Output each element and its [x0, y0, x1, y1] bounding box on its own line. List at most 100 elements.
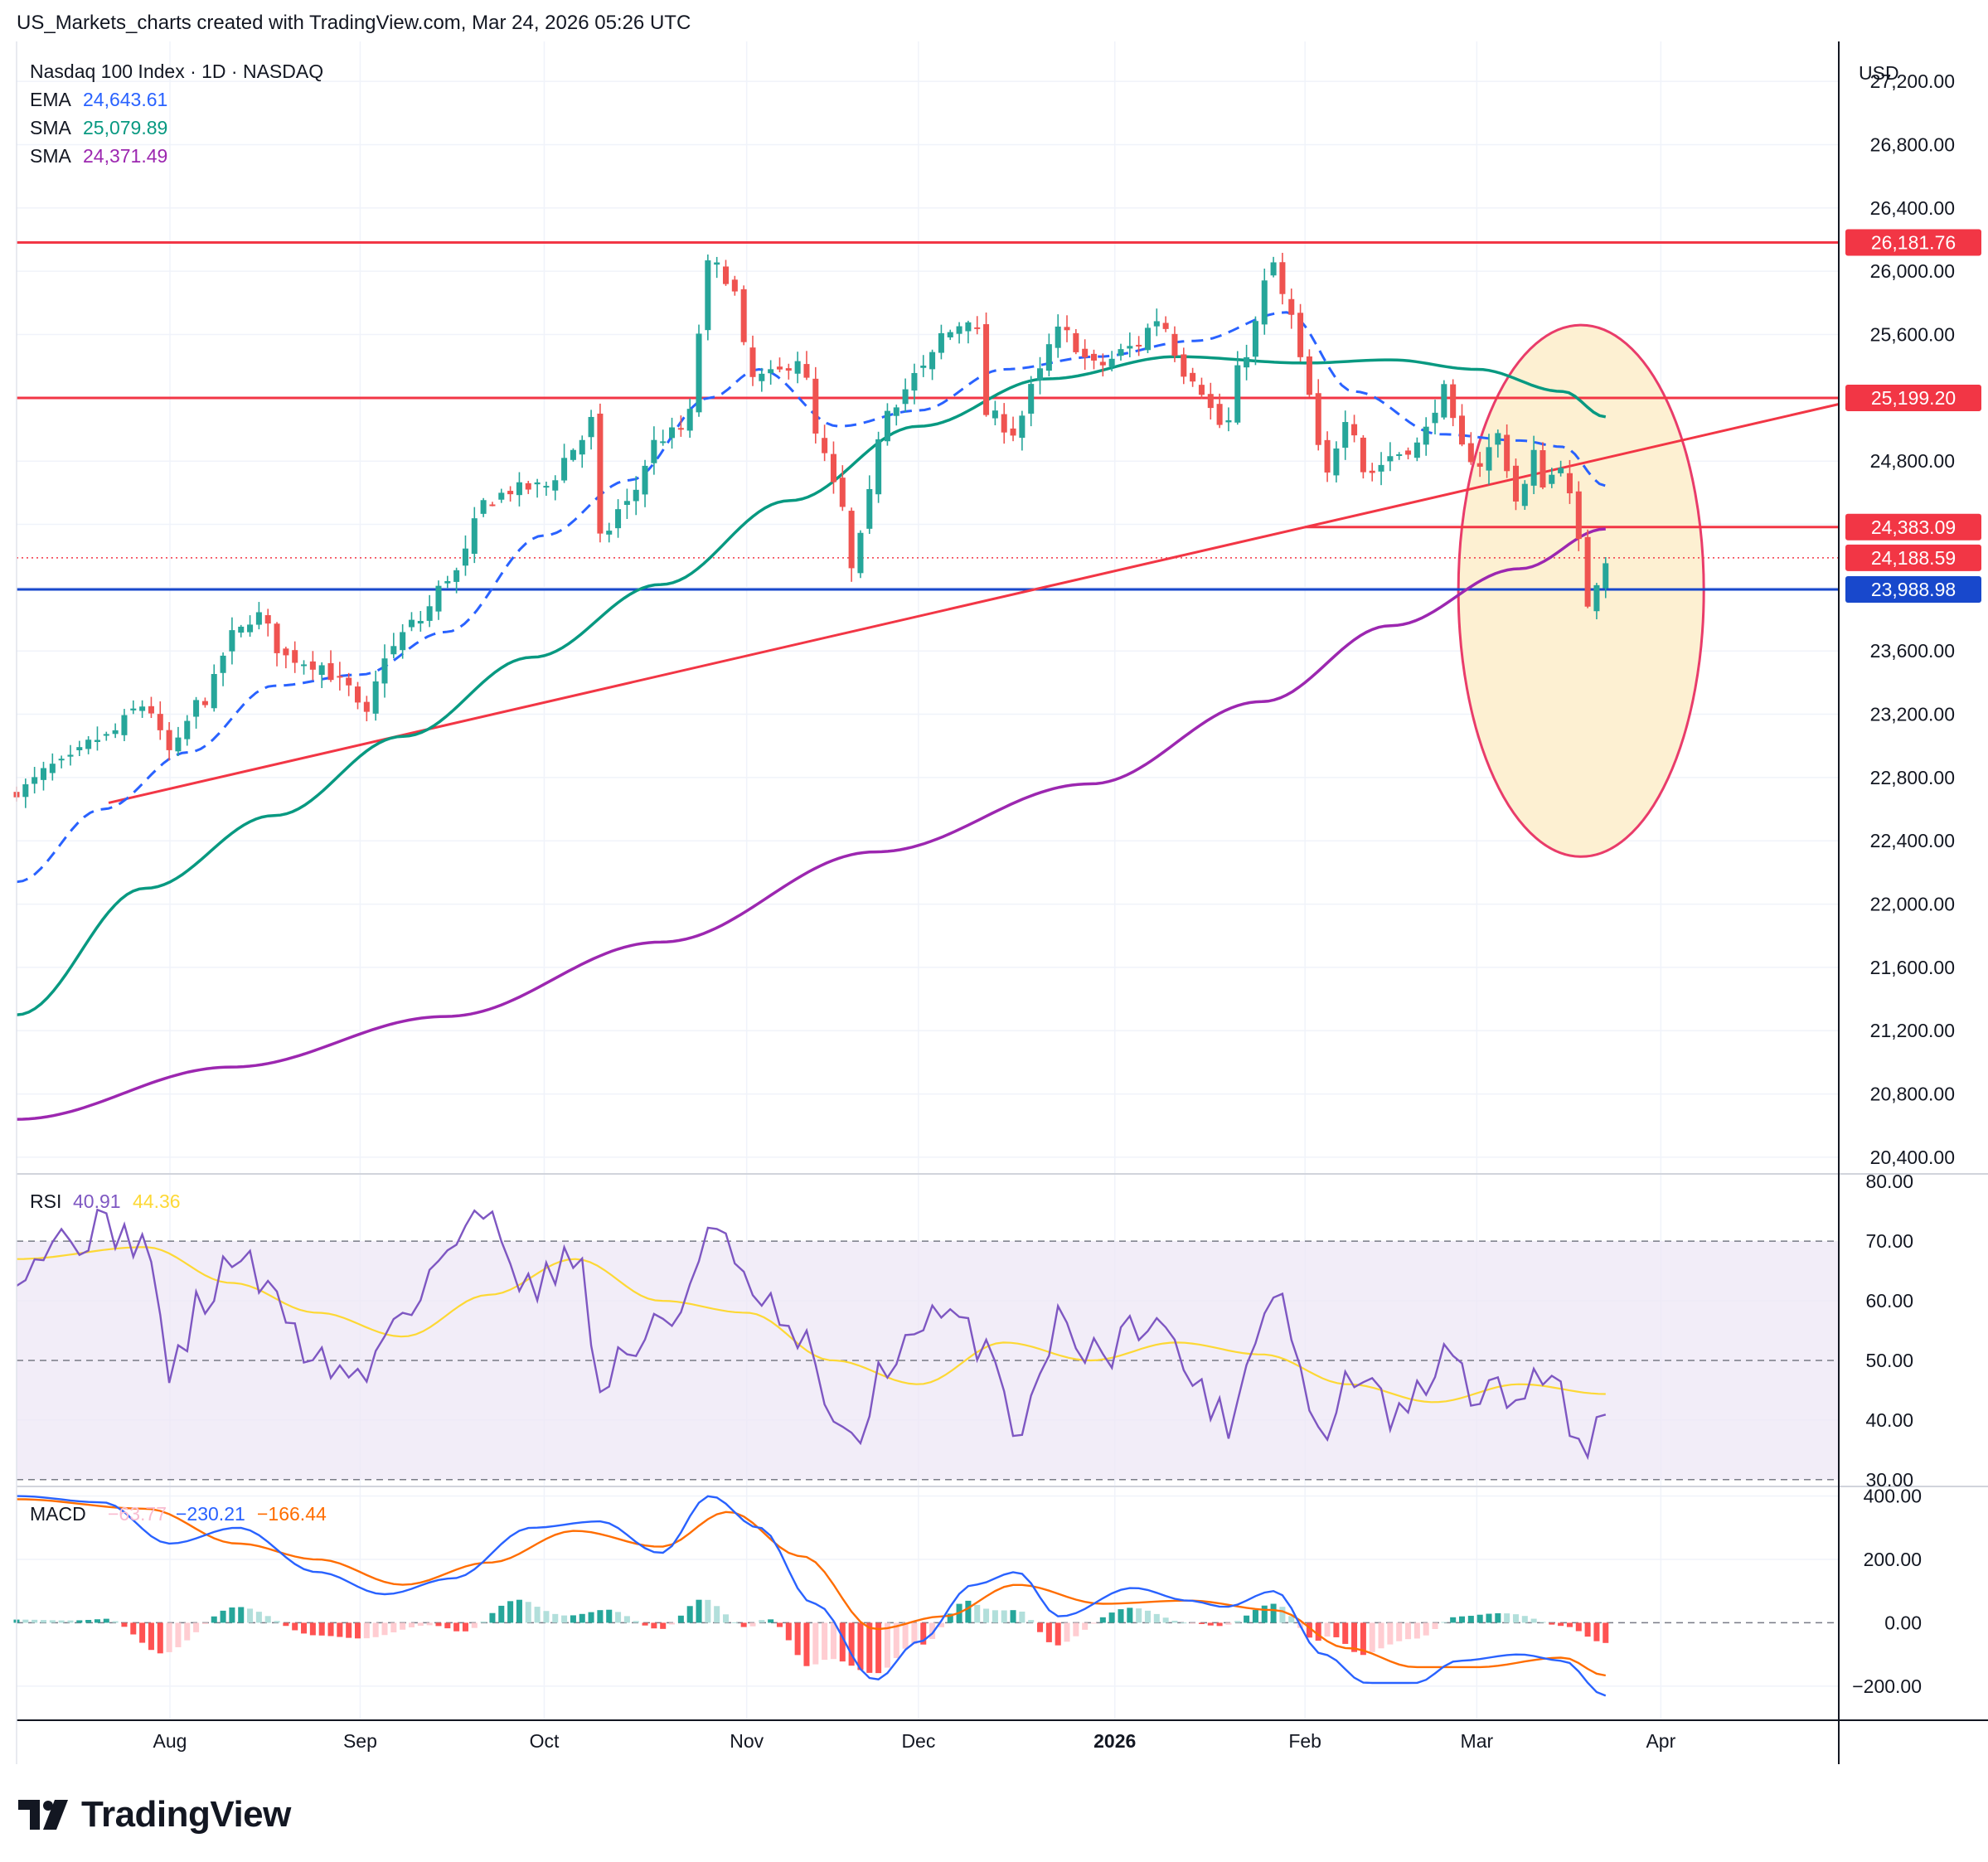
macd-histogram-bar[interactable] [1127, 1607, 1133, 1623]
candle[interactable] [274, 622, 280, 667]
candle[interactable] [1108, 351, 1115, 371]
macd-histogram-bar[interactable] [247, 1608, 254, 1623]
macd-histogram-bar[interactable] [58, 1620, 65, 1623]
macd-histogram-bar[interactable] [184, 1622, 191, 1641]
macd-histogram-bar[interactable] [1045, 1622, 1052, 1642]
candle[interactable] [1467, 432, 1474, 465]
candle[interactable] [794, 352, 801, 384]
macd-histogram-bar[interactable] [938, 1622, 944, 1627]
candle[interactable] [346, 672, 352, 696]
macd-pane[interactable] [13, 1495, 1839, 1697]
macd-histogram-bar[interactable] [301, 1622, 308, 1634]
candle[interactable] [211, 664, 217, 712]
macd-histogram-bar[interactable] [1090, 1622, 1098, 1624]
rsi-ma-line[interactable] [16, 1246, 1606, 1404]
candle[interactable] [1207, 382, 1214, 419]
macd-histogram-bar[interactable] [220, 1610, 226, 1623]
candle[interactable] [1279, 252, 1286, 305]
candle[interactable] [983, 312, 990, 417]
macd-histogram-bar[interactable] [1584, 1622, 1591, 1637]
candle[interactable] [686, 398, 693, 438]
macd-histogram-bar[interactable] [76, 1620, 83, 1623]
candle[interactable] [669, 417, 676, 449]
candle[interactable] [597, 403, 604, 543]
candle[interactable] [1216, 393, 1223, 429]
macd-histogram-bar[interactable] [615, 1612, 622, 1623]
candle[interactable] [112, 723, 119, 739]
candle[interactable] [1064, 315, 1070, 342]
candle[interactable] [1099, 353, 1106, 377]
macd-histogram-bar[interactable] [1342, 1622, 1349, 1644]
macd-histogram-bar[interactable] [866, 1622, 873, 1673]
macd-histogram-bar[interactable] [776, 1622, 783, 1627]
candle[interactable] [32, 767, 38, 794]
candle[interactable] [570, 448, 576, 462]
macd-histogram-bar[interactable] [507, 1601, 514, 1623]
candle[interactable] [812, 366, 819, 444]
candle[interactable] [1019, 410, 1026, 451]
macd-histogram-bar[interactable] [489, 1612, 496, 1623]
macd-histogram-bar[interactable] [1234, 1621, 1241, 1623]
candle[interactable] [283, 647, 289, 669]
macd-histogram-bar[interactable] [857, 1622, 864, 1670]
candle[interactable] [902, 378, 909, 412]
candle[interactable] [992, 400, 998, 425]
macd-histogram-bar[interactable] [1198, 1622, 1205, 1624]
macd-histogram-bar[interactable] [40, 1620, 47, 1623]
macd-histogram-bar[interactable] [1261, 1605, 1268, 1623]
candle[interactable] [1171, 326, 1178, 362]
candle[interactable] [1315, 379, 1321, 451]
macd-histogram-bar[interactable] [570, 1615, 576, 1623]
candle[interactable] [139, 700, 146, 718]
macd-histogram-bar[interactable] [1108, 1612, 1115, 1623]
macd-histogram-bar[interactable] [579, 1613, 585, 1623]
candle[interactable] [40, 761, 47, 791]
candle[interactable] [193, 696, 200, 729]
macd-histogram-bar[interactable] [1566, 1622, 1573, 1627]
candle[interactable] [498, 488, 505, 503]
candle[interactable] [1566, 459, 1573, 504]
macd-histogram-bar[interactable] [1171, 1620, 1178, 1623]
macd-histogram-bar[interactable] [1153, 1613, 1160, 1623]
candle[interactable] [444, 575, 451, 589]
macd-histogram-bar[interactable] [363, 1622, 370, 1639]
candle[interactable] [489, 502, 496, 507]
candle[interactable] [1495, 429, 1501, 458]
macd-histogram-bar[interactable] [1458, 1616, 1466, 1623]
candle[interactable] [121, 709, 128, 742]
price-pane[interactable] [13, 240, 1840, 1121]
macd-histogram-bar[interactable] [453, 1622, 460, 1632]
macd-histogram-bar[interactable] [1162, 1617, 1169, 1623]
candle[interactable] [911, 363, 918, 405]
macd-histogram-bar[interactable] [534, 1607, 541, 1623]
candle[interactable] [471, 507, 478, 564]
candle[interactable] [947, 329, 953, 341]
macd-histogram-bar[interactable] [444, 1622, 451, 1629]
macd-histogram-bar[interactable] [264, 1616, 271, 1623]
macd-histogram-bar[interactable] [983, 1608, 990, 1623]
macd-histogram-bar[interactable] [1467, 1616, 1474, 1623]
candle[interactable] [1351, 415, 1358, 443]
candle[interactable] [696, 324, 702, 417]
macd-histogram-bar[interactable] [696, 1599, 702, 1623]
macd-histogram-bar[interactable] [561, 1615, 568, 1623]
macd-histogram-bar[interactable] [121, 1622, 128, 1627]
macd-histogram-bar[interactable] [309, 1622, 316, 1636]
candle[interactable] [677, 415, 684, 437]
macd-histogram-bar[interactable] [1207, 1622, 1214, 1626]
macd-histogram-bar[interactable] [525, 1602, 531, 1623]
macd-histogram-bar[interactable] [1099, 1617, 1106, 1623]
macd-histogram-bar[interactable] [830, 1622, 836, 1660]
candle[interactable] [893, 405, 899, 426]
candle[interactable] [1010, 416, 1016, 442]
macd-histogram-bar[interactable] [1432, 1622, 1438, 1629]
macd-histogram-bar[interactable] [1413, 1622, 1420, 1639]
macd-histogram-bar[interactable] [1423, 1622, 1429, 1636]
macd-histogram-bar[interactable] [1396, 1622, 1403, 1641]
candle[interactable] [642, 459, 648, 507]
macd-histogram-bar[interactable] [1073, 1622, 1079, 1637]
macd-histogram-bar[interactable] [1549, 1622, 1555, 1625]
candle[interactable] [337, 662, 343, 691]
macd-histogram-bar[interactable] [920, 1622, 927, 1645]
macd-histogram-bar[interactable] [1558, 1622, 1564, 1627]
